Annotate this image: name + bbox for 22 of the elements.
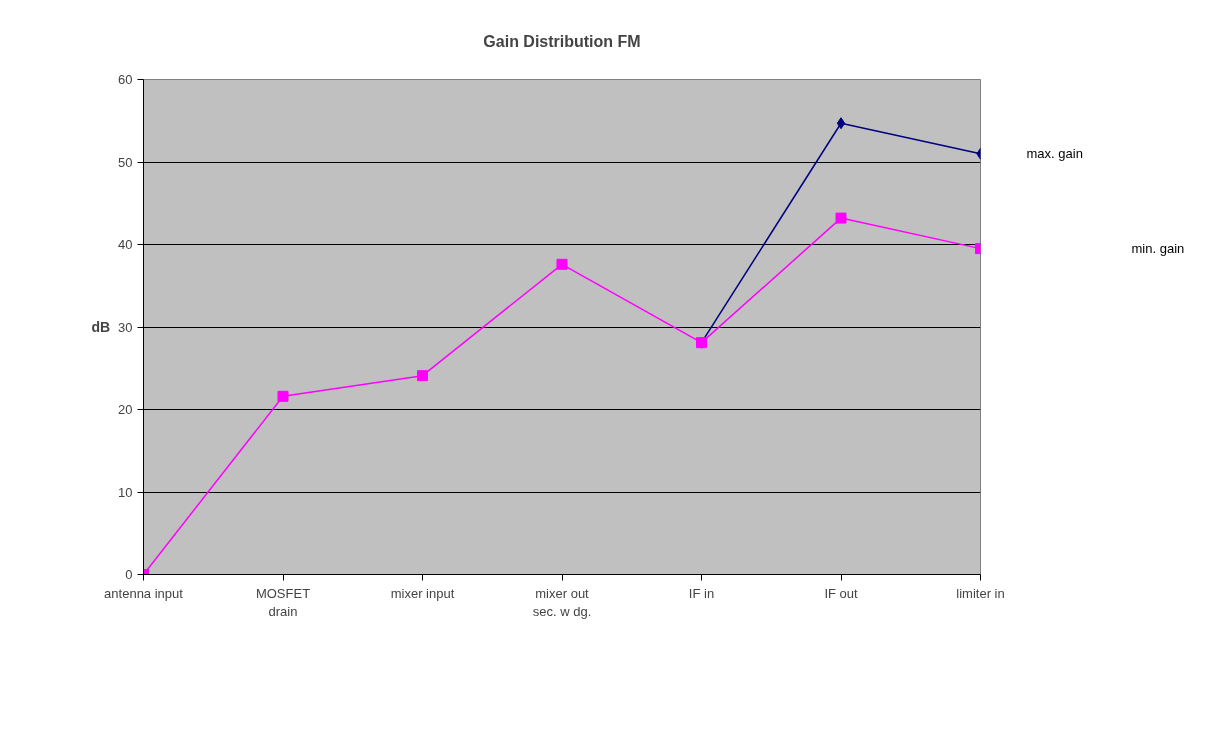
y-axis-title: dB (91, 319, 111, 335)
point (556, 258, 568, 270)
point (417, 370, 428, 382)
x-tick-label: IF in (688, 585, 715, 601)
text: min. gain (1131, 241, 1185, 257)
point (277, 390, 289, 402)
y-tick-label: 60 (118, 72, 133, 87)
x-tick-label: antenna input (104, 585, 184, 601)
x-tick-label: limiter in (956, 585, 1005, 601)
x-tick-label: mixer out sec. w dg. (532, 585, 592, 619)
x-tick-label: MOSFET drain (255, 585, 311, 619)
y-tick-label: 20 (118, 402, 133, 417)
point (835, 212, 847, 224)
x-tick-label: mixer input (390, 585, 455, 601)
y-tick-label: 0 (125, 567, 133, 582)
x-tick-label: IF out (824, 585, 859, 601)
text: max. gain (1026, 146, 1083, 162)
y-tick-label: 10 (118, 484, 133, 500)
chart-title: Gain Distribution FM (483, 32, 641, 50)
y-tick-label: 40 (118, 237, 133, 252)
y-tick-label: 30 (118, 319, 133, 335)
y-tick-label: 50 (118, 154, 133, 170)
